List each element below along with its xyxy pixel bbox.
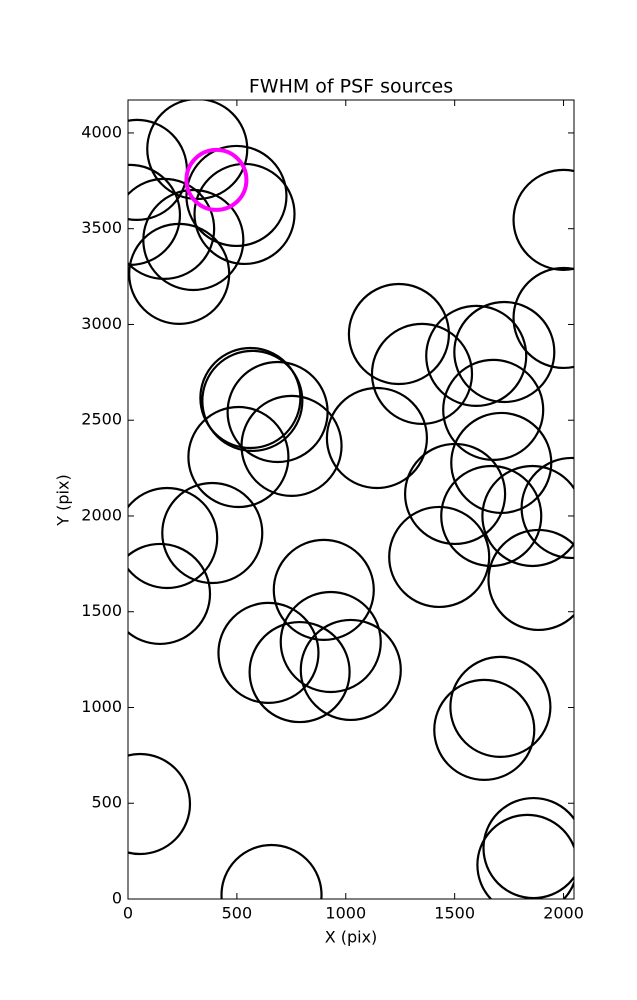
psf-circle <box>449 655 552 759</box>
psf-circle <box>272 538 375 641</box>
psf-circle <box>185 144 288 248</box>
psf-circle <box>146 100 249 201</box>
y-tick-label: 3500 <box>81 218 122 237</box>
psf-circle <box>388 505 491 609</box>
psf-circle <box>128 222 231 325</box>
x-tick-label: 0 <box>123 904 133 923</box>
y-tick-label: 0 <box>112 889 122 908</box>
psf-circle <box>403 442 507 546</box>
axes-frame <box>127 99 575 900</box>
psf-circle <box>433 678 536 781</box>
psf-circle <box>187 405 290 509</box>
psf-circle <box>450 411 553 515</box>
psf-circle <box>453 300 556 404</box>
psf-circle <box>512 266 574 370</box>
psf-circle <box>487 528 574 632</box>
psf-circle <box>442 358 545 461</box>
psf-circle <box>128 177 216 280</box>
psf-circle <box>161 481 264 585</box>
y-tick-label: 500 <box>91 793 122 812</box>
y-tick-label: 1000 <box>81 697 122 716</box>
psf-circle <box>279 590 382 694</box>
x-tick-label: 500 <box>222 904 253 923</box>
psf-circle <box>193 162 296 266</box>
x-axis-label: X (pix) <box>325 928 378 947</box>
psf-circle <box>476 813 574 899</box>
psf-circle <box>482 796 574 899</box>
y-tick-label: 1500 <box>81 601 122 620</box>
y-tick-label: 3000 <box>81 314 122 333</box>
psf-circle <box>128 752 192 856</box>
x-tick-label: 1500 <box>434 904 475 923</box>
y-axis-label: Y (pix) <box>54 474 73 526</box>
plot-area <box>128 100 574 899</box>
psf-circle <box>520 456 574 560</box>
psf-circle <box>199 346 302 450</box>
psf-circle <box>128 486 219 590</box>
psf-circle <box>425 304 528 407</box>
psf-circle <box>440 464 543 568</box>
y-tick-label: 2000 <box>81 505 122 524</box>
psf-circle <box>128 542 212 646</box>
y-tick-label: 2500 <box>81 410 122 429</box>
psf-circle <box>248 620 351 724</box>
psf-circle <box>299 618 402 722</box>
psf-circle <box>220 843 323 899</box>
psf-circle <box>325 386 429 490</box>
psf-circle <box>201 349 304 452</box>
y-tick-label: 4000 <box>81 122 122 141</box>
psf-circle <box>481 464 574 568</box>
highlight-circle <box>184 147 249 212</box>
psf-circle <box>217 601 320 705</box>
x-tick-label: 2000 <box>543 904 584 923</box>
psf-circle <box>370 322 474 425</box>
psf-circle <box>512 168 574 271</box>
psf-circle <box>347 282 451 386</box>
psf-circle <box>240 394 343 497</box>
x-tick-label: 1000 <box>325 904 366 923</box>
chart-title: FWHM of PSF sources <box>249 76 453 98</box>
